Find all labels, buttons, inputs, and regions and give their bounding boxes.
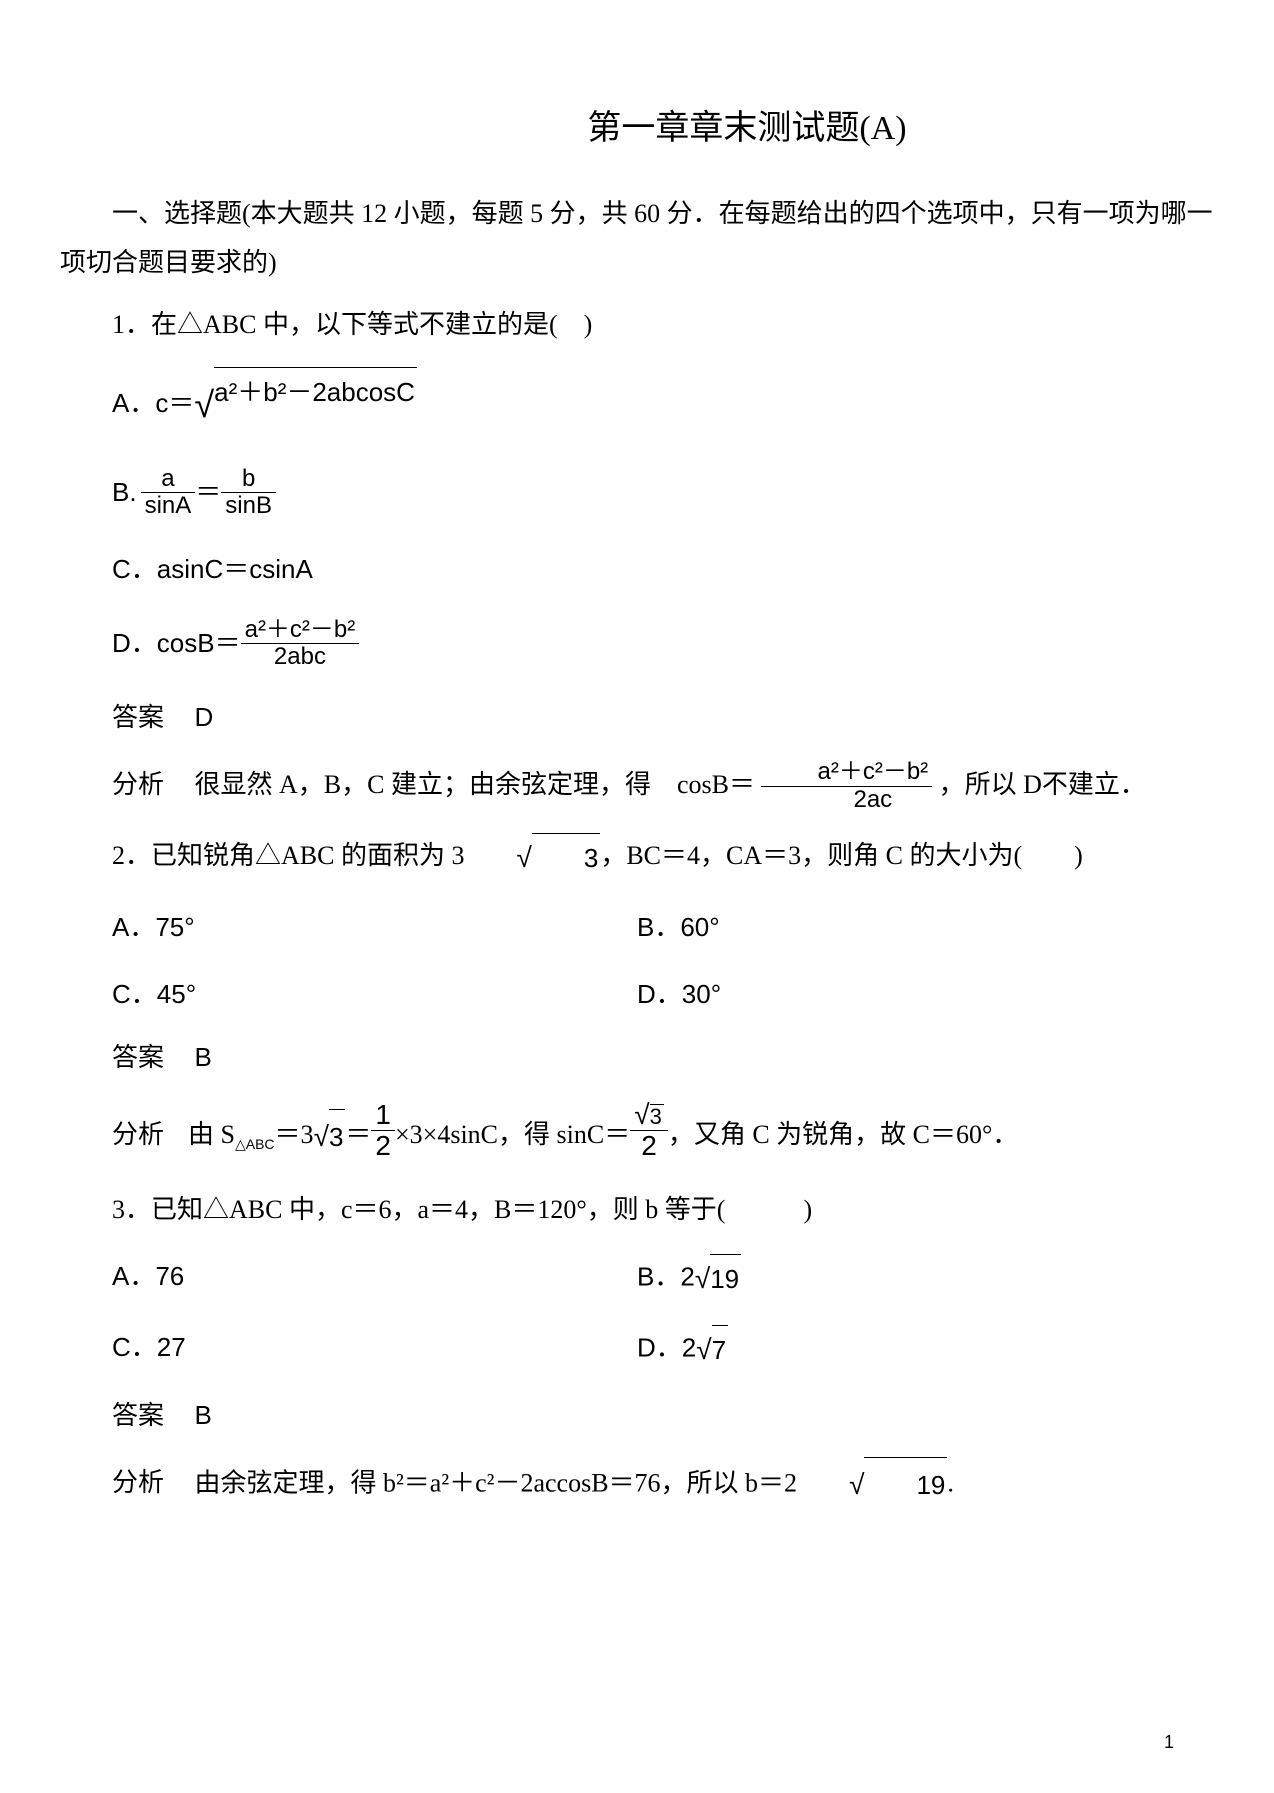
sqrt-icon: 3 <box>314 1108 346 1167</box>
q2-optB: B．60° <box>637 903 1214 952</box>
q1-stem: 1．在△ABC 中，以下等式不建立的是( ) <box>60 300 1214 349</box>
q3-optD-rad: 7 <box>712 1325 728 1375</box>
q3-optC: C．27 <box>60 1323 637 1376</box>
sqrt-icon: 7 <box>696 1323 728 1376</box>
q2-analysis: 分析由 S△ABC＝33＝12×3×4sinC，得 sinC＝32，又角 C 为… <box>60 1098 1214 1166</box>
analysis-label: 分析 <box>112 1120 164 1149</box>
q1-optB-eq: ＝ <box>195 468 221 517</box>
q1-ana-frac: a²＋c²－b² 2ac <box>761 759 932 813</box>
q1-ana-fn: a²＋c²－b² <box>761 759 932 786</box>
q1-answer-val: D <box>195 702 214 732</box>
q3-optD: D．2 7 <box>637 1323 1214 1376</box>
q1-analysis: 分析 很显然 A，B，C 建立；由余弦定理，得 cosB＝ a²＋c²－b² 2… <box>60 758 1214 813</box>
q2-ana-t4: ×3×4sinC，得 sinC＝ <box>395 1120 630 1149</box>
q2-stem-post: ，BC＝4，CA＝3，则角 C 的大小为( ) <box>600 841 1082 870</box>
q1-ana-t1: 很显然 A，B，C 建立；由余弦定理，得 cosB＝ <box>195 770 755 799</box>
page-title: 第一章章末测试题(A) <box>280 100 1214 149</box>
q2-ana-sub: △ABC <box>235 1137 275 1153</box>
q2-ana-fn2: 3 <box>630 1098 668 1131</box>
q3-opts-row1: A．76 B．2 19 <box>60 1252 1214 1305</box>
page-number: 1 <box>1164 1732 1174 1753</box>
q2-ana-r2: 3 <box>650 1104 664 1129</box>
q3-optB: B．2 19 <box>637 1252 1214 1305</box>
q2-ana-frac2: 32 <box>630 1098 668 1162</box>
q3-optB-pre: B．2 <box>637 1262 695 1292</box>
sqrt-icon: 19 <box>695 1252 741 1305</box>
sqrt-icon: √a²＋b²－2abcosC <box>194 367 417 439</box>
q3-ana-t2: . <box>947 1468 954 1497</box>
answer-label: 答案 <box>112 1401 164 1430</box>
section-intro-text: 一、选择题(本大题共 12 小题，每题 5 分，共 60 分．在每题给出的四个选… <box>60 199 1213 277</box>
q2-ana-r1: 3 <box>329 1109 345 1165</box>
q3-optD-pre: D．2 <box>637 1333 696 1363</box>
q1-answer: 答案 D <box>60 697 1214 734</box>
q2-optC: C．45° <box>60 970 637 1019</box>
q1-optA: A．c＝ √a²＋b²－2abcosC <box>60 367 1214 439</box>
q1-optB-f2d: sinB <box>221 493 276 519</box>
q1-optD-d: 2abc <box>241 644 360 670</box>
q2-ana-t1: 由 S <box>188 1120 235 1149</box>
q2-ana-fd2: 2 <box>630 1131 668 1162</box>
q1-optD: D．cosB＝ a²＋c²－b² 2abc <box>60 617 1214 671</box>
q3-opts-row2: C．27 D．2 7 <box>60 1323 1214 1376</box>
q1-optD-n: a²＋c²－b² <box>241 617 360 644</box>
analysis-label: 分析 <box>112 770 164 799</box>
q1-ana-t2: ，所以 D不建立． <box>939 770 1146 799</box>
q2-ana-t3: ＝ <box>345 1120 371 1149</box>
q2-ana-t2: ＝3 <box>275 1120 314 1149</box>
q2-ana-t5: ，又角 C 为锐角，故 C＝60°． <box>668 1120 1019 1149</box>
q1-optB-f2n: b <box>221 466 276 493</box>
sqrt-icon: 19 <box>797 1456 947 1515</box>
q1-optB-frac1: a sinA <box>141 466 196 520</box>
q1-optD-pre: D．cosB＝ <box>112 619 241 668</box>
q2-ana-fn1: 1 <box>371 1100 395 1132</box>
sqrt-icon: 3 <box>634 1100 664 1131</box>
q1-optD-frac: a²＋c²－b² 2abc <box>241 617 360 671</box>
sqrt-icon: 3 <box>464 831 600 884</box>
q1-optB-f1d: sinA <box>141 493 196 519</box>
q2-ana-frac1: 12 <box>371 1100 395 1163</box>
q2-optD: D．30° <box>637 970 1214 1019</box>
q2-answer-val: B <box>195 1042 212 1072</box>
q2-stem-rad: 3 <box>532 833 600 883</box>
section-intro-line1: 一、选择题(本大题共 12 小题，每题 5 分，共 60 分．在每题给出的四个选… <box>60 189 1214 288</box>
q3-answer: 答案 B <box>60 1395 1214 1432</box>
q1-optB: B. a sinA ＝ b sinB <box>60 466 1214 520</box>
q1-optC: C．asinC＝csinA <box>60 545 1214 594</box>
q2-opts-row2: C．45° D．30° <box>60 970 1214 1019</box>
analysis-label: 分析 <box>112 1468 164 1497</box>
q2-opts-row1: A．75° B．60° <box>60 903 1214 952</box>
page-container: 第一章章末测试题(A) 一、选择题(本大题共 12 小题，每题 5 分，共 60… <box>0 0 1274 1572</box>
q3-stem: 3．已知△ABC 中，c＝6，a＝4，B＝120°，则 b 等于( ) <box>60 1185 1214 1234</box>
q1-optB-pre: B. <box>112 468 137 517</box>
q2-answer: 答案 B <box>60 1037 1214 1074</box>
q3-optB-rad: 19 <box>710 1254 741 1304</box>
q3-analysis: 分析 由余弦定理，得 b²＝a²＋c²－2accosB＝76，所以 b＝2 19. <box>60 1456 1214 1515</box>
q1-optB-frac2: b sinB <box>221 466 276 520</box>
answer-label: 答案 <box>112 703 164 732</box>
q2-stem-pre: 2．已知锐角△ABC 的面积为 3 <box>112 841 464 870</box>
q1-optA-rad: a²＋b²－2abcosC <box>214 367 417 417</box>
answer-label: 答案 <box>112 1043 164 1072</box>
q1-ana-fd: 2ac <box>761 787 932 813</box>
q2-stem: 2．已知锐角△ABC 的面积为 3 3，BC＝4，CA＝3，则角 C 的大小为( … <box>60 831 1214 885</box>
q2-optA: A．75° <box>60 903 637 952</box>
q2-ana-fd1: 2 <box>371 1131 395 1162</box>
q3-ana-rad: 19 <box>864 1457 947 1513</box>
q1-optA-pre: A．c＝ <box>112 379 194 428</box>
q3-optA: A．76 <box>60 1252 637 1305</box>
q3-ana-t1: 由余弦定理，得 b²＝a²＋c²－2accosB＝76，所以 b＝2 <box>195 1468 798 1497</box>
q1-optB-f1n: a <box>141 466 196 493</box>
q3-answer-val: B <box>195 1400 212 1430</box>
